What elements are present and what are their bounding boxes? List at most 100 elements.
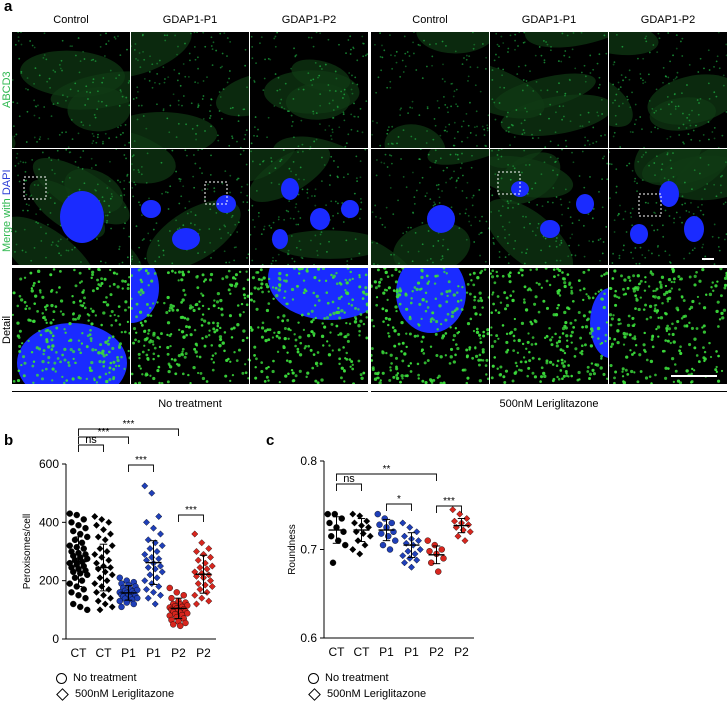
y-tick-label: 600 [39,457,59,471]
data-point [342,541,349,549]
x-tick-label: P2 [196,646,211,660]
data-point [356,512,364,520]
data-point [157,530,164,538]
data-point [108,603,116,611]
data-point [141,550,149,558]
data-point [103,548,111,555]
data-point [143,518,150,526]
column-label-gdap1-p1: GDAP1-P1 [162,14,218,26]
data-point [205,545,213,553]
significance-bracket [178,514,204,522]
data-point [454,532,462,540]
data-point [155,555,163,563]
legend-c: No treatment 500nM Leriglitazone [308,670,426,702]
data-point [143,585,150,593]
condition-bracket-leriglitazone [371,391,727,392]
column-label-gdap1-p2: GDAP1-P2 [281,14,337,26]
data-point [196,564,204,572]
y-tick-label: 400 [39,515,59,529]
data-point [378,530,385,537]
data-point [438,546,445,553]
data-point [193,548,200,555]
data-point [91,580,99,588]
data-point [84,555,91,562]
data-point [449,506,457,514]
data-point [96,574,104,582]
data-point [158,568,166,576]
x-tick-label: CT [71,646,88,660]
x-tick-label: CT [329,645,346,659]
significance-bracket [78,428,179,436]
y-tick-label: 0.7 [300,543,317,557]
data-point [94,565,102,573]
data-point [78,539,86,546]
data-point [399,519,407,527]
data-point [91,513,99,520]
data-point [328,533,335,540]
column-label-gdap1-p1: GDAP1-P1 [521,14,577,26]
data-point [388,519,395,527]
circle-marker-icon [56,672,67,684]
data-point [411,550,419,558]
data-point [198,594,206,602]
merge-image [490,149,608,265]
data-point [435,568,442,575]
significance-label: * [397,494,401,505]
y-tick-label: 0 [52,632,59,646]
significance-bracket [336,473,437,481]
data-point [75,592,82,599]
data-point [146,571,154,579]
x-tick-label: P1 [121,646,136,660]
data-point [84,606,91,614]
data-point [93,559,100,567]
data-point [80,545,87,552]
significance-bracket [386,503,412,511]
data-point [205,597,213,605]
data-point [415,537,422,545]
data-point [392,537,399,544]
detail-image [250,268,368,384]
data-point [143,556,150,564]
data-point [94,533,102,541]
data-point [96,606,104,614]
data-point [168,594,175,602]
data-point [148,489,156,497]
data-point [150,588,157,596]
data-point [424,537,431,544]
data-point [173,589,180,596]
x-tick-label: CT [354,645,371,659]
data-point [66,580,73,587]
data-point [352,528,360,536]
data-point [351,519,358,527]
data-point [68,519,75,526]
data-point [155,583,163,590]
data-point [153,548,161,555]
detail-image [609,268,727,384]
data-point [191,530,199,538]
detail-image [12,268,130,384]
x-tick-label: P1 [404,645,419,659]
data-point [180,592,187,599]
data-point [158,542,166,550]
diamond-marker-icon [308,687,321,701]
data-point [361,541,369,549]
legend-c-leriglitazone-label: 500nM Leriglitazone [327,688,427,700]
legend-c-leriglitazone: 500nM Leriglitazone [308,686,426,702]
x-tick-label: P1 [379,645,394,659]
abcd3-image [371,32,489,148]
abcd3-image [131,32,249,148]
data-point [144,536,152,544]
legend-b-leriglitazone-label: 500nM Leriglitazone [75,688,175,700]
significance-bracket [436,505,462,513]
data-point [193,572,200,580]
y-axis-label: Peroxisomes/cell [22,514,33,590]
data-point [101,536,109,544]
data-point [82,594,89,602]
column-label-control: Control [412,14,448,26]
significance-label: *** [98,427,110,438]
condition-label-no-treatment: No treatment [158,398,222,410]
data-point [70,600,77,608]
data-point [68,589,75,596]
data-point [98,515,106,523]
